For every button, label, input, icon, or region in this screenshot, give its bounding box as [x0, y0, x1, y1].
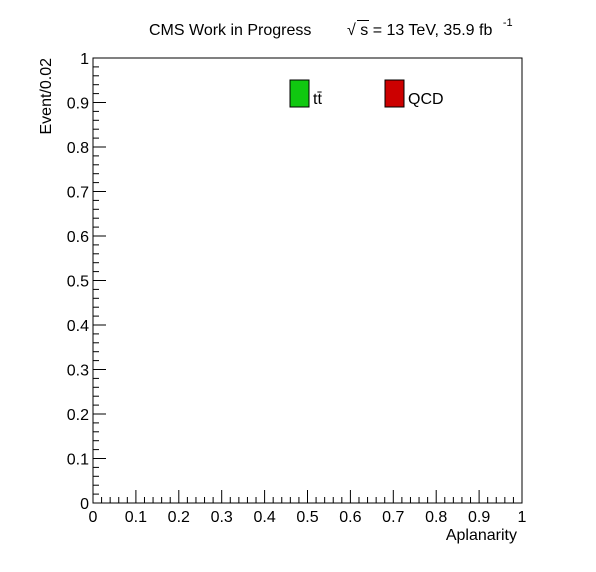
- legend-label-ttbar: tt̄: [313, 91, 322, 108]
- legend-label-qcd: QCD: [408, 91, 444, 108]
- x-tick-label: 0.8: [425, 509, 447, 526]
- y-axis-label: Event/0.02: [38, 58, 55, 135]
- y-tick-label: 0.1: [67, 452, 89, 469]
- y-tick-label: 0.8: [67, 140, 89, 157]
- x-tick-label: 0: [89, 509, 98, 526]
- x-tick-label: 0.5: [296, 509, 318, 526]
- x-tick-label: 0.7: [382, 509, 404, 526]
- y-tick-label: 0.3: [67, 363, 89, 380]
- x-tick-label: 0.1: [125, 509, 147, 526]
- y-axis-tick-labels: 0 0.1 0.2 0.3 0.4 0.5 0.6 0.7 0.8 0.9 1: [67, 51, 89, 513]
- legend-swatch-ttbar: [289, 79, 310, 108]
- x-tick-label: 0.9: [468, 509, 490, 526]
- y-tick-label: 0.5: [67, 274, 89, 291]
- y-tick-label: 1: [80, 51, 89, 68]
- x-axis-tick-labels: 0 0.1 0.2 0.3 0.4 0.5 0.6 0.7 0.8 0.9 1: [89, 509, 527, 526]
- y-axis-ticks: [93, 57, 106, 504]
- legend-swatch-qcd: [384, 79, 405, 108]
- title-sqrt-var: s: [360, 22, 368, 39]
- title-superscript: -1: [503, 17, 513, 29]
- title-rest: = 13 TeV, 35.9 fb: [373, 22, 493, 39]
- x-tick-label: 0.3: [211, 509, 233, 526]
- y-tick-label: 0.4: [67, 318, 89, 335]
- chart-title: CMS Work in Progress √ s = 13 TeV, 35.9 …: [149, 17, 513, 39]
- x-axis-label: Aplanarity: [446, 527, 517, 544]
- legend: tt̄ QCD: [289, 79, 444, 108]
- x-tick-label: 1: [518, 509, 527, 526]
- y-tick-label: 0: [80, 496, 89, 513]
- y-tick-label: 0.2: [67, 407, 89, 424]
- title-prefix: CMS Work in Progress: [149, 22, 311, 39]
- x-tick-label: 0.6: [339, 509, 361, 526]
- y-tick-label: 0.9: [67, 96, 89, 113]
- x-tick-label: 0.4: [253, 509, 275, 526]
- x-axis-ticks: [92, 490, 523, 503]
- title-sqrt-symbol: √: [347, 22, 356, 39]
- y-tick-label: 0.7: [67, 185, 89, 202]
- y-tick-label: 0.6: [67, 229, 89, 246]
- x-tick-label: 0.2: [168, 509, 190, 526]
